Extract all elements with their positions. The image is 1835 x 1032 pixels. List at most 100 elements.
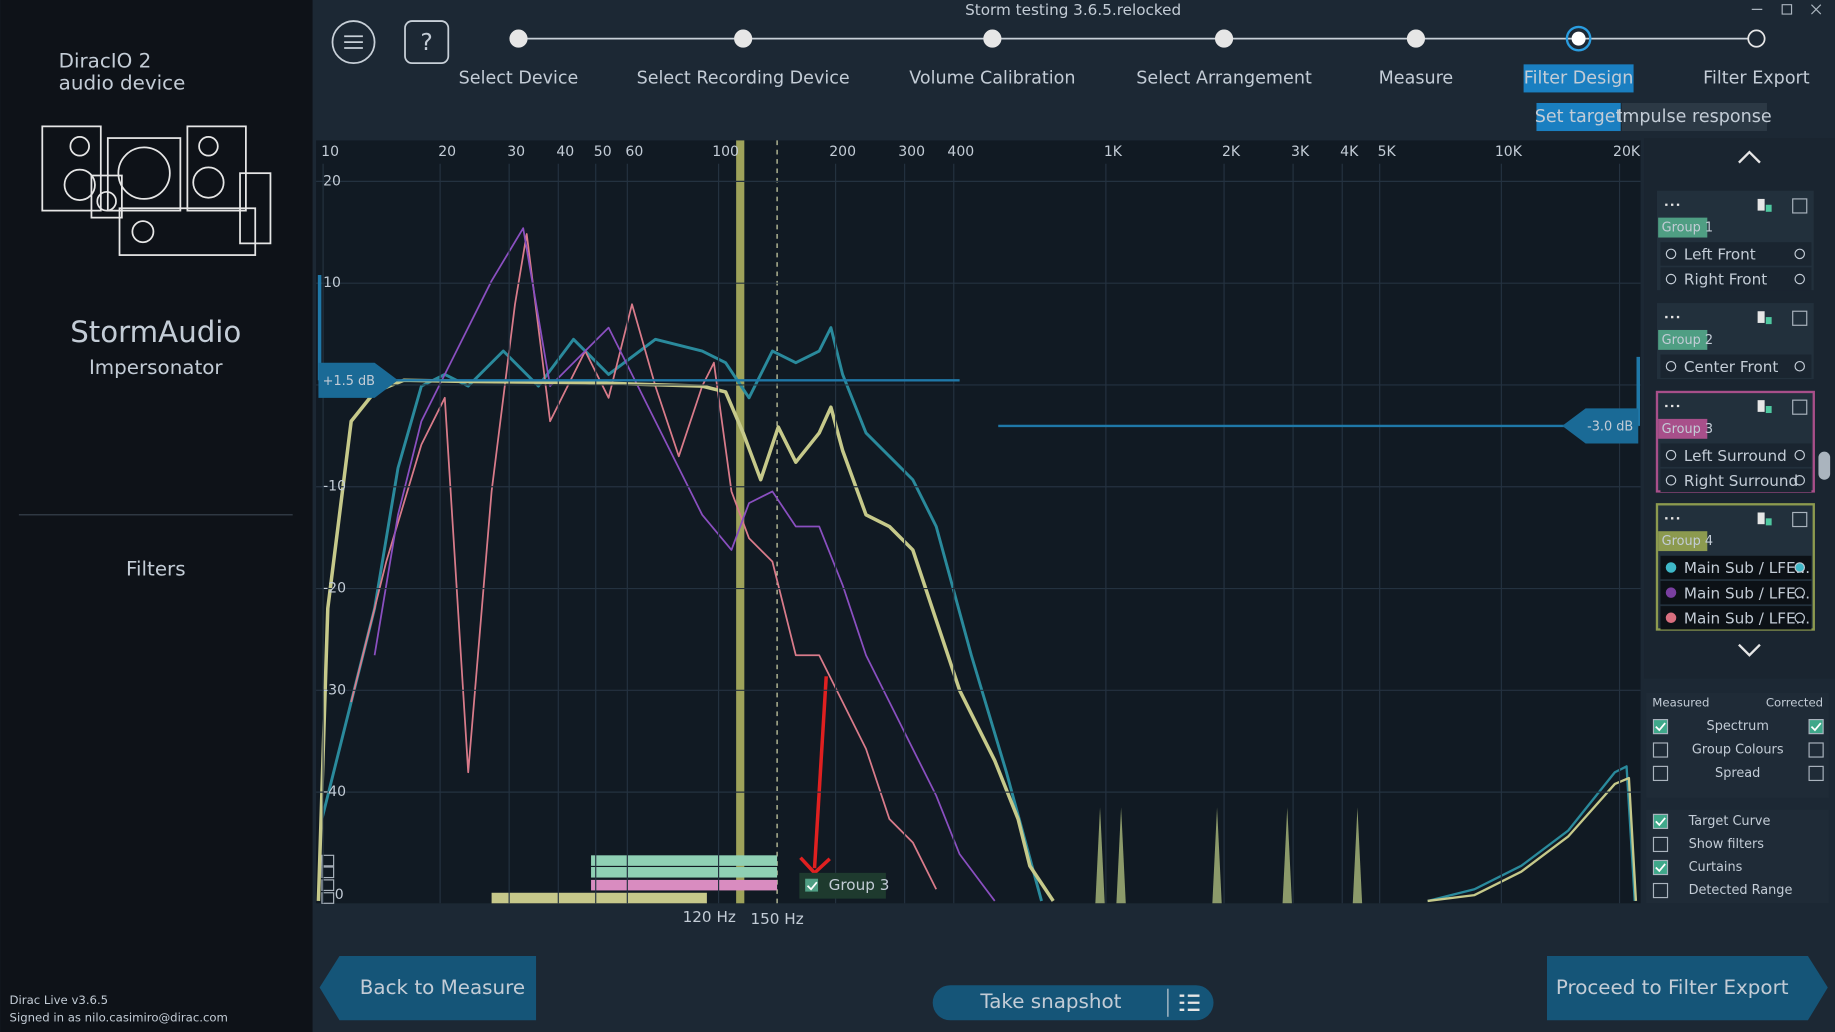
x-tick-label: 10K <box>1495 144 1523 160</box>
group-badge <box>1658 217 1708 238</box>
measured-curve <box>1427 765 1636 903</box>
back-button[interactable] <box>319 955 537 1021</box>
curtain-bar <box>491 892 707 904</box>
x-tick-label: 40 <box>556 144 574 160</box>
channel-select[interactable] <box>1794 612 1805 624</box>
curtain-band[interactable] <box>736 140 745 904</box>
scroll-down[interactable] <box>1738 643 1761 657</box>
channel-row[interactable] <box>1660 468 1812 493</box>
checkbox[interactable] <box>1808 765 1824 782</box>
channel-select[interactable] <box>1794 248 1805 260</box>
x-tick-label: 3K <box>1291 144 1310 160</box>
channel-row[interactable] <box>1660 580 1812 605</box>
measured-curve <box>373 227 996 902</box>
speaker <box>41 125 102 212</box>
checkbox[interactable] <box>1808 742 1824 758</box>
receiver <box>118 207 257 256</box>
menu-button[interactable] <box>331 20 376 65</box>
peak <box>1095 807 1105 904</box>
window-controls[interactable] <box>1751 4 1822 15</box>
row-checkbox[interactable] <box>321 866 335 879</box>
snapshot-button[interactable] <box>932 985 1214 1021</box>
group-checkbox[interactable] <box>805 878 819 892</box>
x-tick-label: 300 <box>898 144 925 160</box>
channel-select[interactable] <box>1794 273 1805 285</box>
snapshot-list-icon[interactable] <box>1179 994 1200 1011</box>
channel-name: Main Sub / LFE... <box>1684 559 1810 577</box>
knob <box>131 220 155 244</box>
curtain-bar <box>591 867 778 878</box>
checkbox[interactable] <box>1652 813 1669 829</box>
channel-row[interactable] <box>1660 267 1812 291</box>
channel-select[interactable] <box>1794 562 1805 573</box>
group-settings[interactable] <box>1792 310 1808 326</box>
step-dot[interactable] <box>1747 29 1766 48</box>
proceed-button[interactable] <box>1546 955 1828 1021</box>
step-dot[interactable] <box>509 29 528 48</box>
step-dot[interactable] <box>1214 29 1234 48</box>
step-dot[interactable] <box>1406 29 1426 48</box>
step-label: Select Arrangement <box>1136 68 1312 88</box>
group-settings[interactable] <box>1792 198 1808 214</box>
step-label: Select Device <box>459 68 579 88</box>
step-dot[interactable] <box>983 29 1002 48</box>
step-dot <box>1565 25 1592 52</box>
x-tick-label: 30 <box>507 144 525 160</box>
channel-row[interactable] <box>1660 606 1812 630</box>
group-badge <box>1658 418 1708 439</box>
channel-select[interactable] <box>1794 360 1805 372</box>
group-name: Group 2 <box>1662 333 1713 348</box>
y-tick-label: -20 <box>323 581 346 597</box>
subtab[interactable] <box>1536 102 1621 132</box>
channel-row[interactable] <box>1660 354 1812 378</box>
checkbox[interactable] <box>1652 719 1669 735</box>
checkbox[interactable] <box>1652 836 1669 853</box>
checkbox[interactable] <box>1652 882 1669 899</box>
group-badge <box>1658 329 1708 350</box>
channel-row[interactable] <box>1660 443 1812 467</box>
channel-row[interactable] <box>1660 555 1812 580</box>
step-dot[interactable] <box>1571 31 1586 46</box>
target-label: +1.5 dB <box>323 374 375 389</box>
channel-select[interactable] <box>1794 475 1805 486</box>
speaker-cone <box>192 166 225 199</box>
channel-name: Left Surround <box>1684 447 1787 465</box>
group-settings[interactable] <box>1792 511 1808 528</box>
sidebar <box>0 0 313 1032</box>
row-checkbox[interactable] <box>321 879 335 892</box>
channel-select[interactable] <box>1794 587 1805 598</box>
scroll-up[interactable] <box>1738 150 1761 164</box>
group-icon[interactable] <box>1757 400 1765 412</box>
display-options <box>1646 692 1829 798</box>
x-tick-label: 2K <box>1222 144 1241 160</box>
speaker-cone <box>63 168 96 201</box>
row-checkbox[interactable] <box>321 854 335 867</box>
checkbox[interactable] <box>1808 719 1824 735</box>
channel-name: Left Front <box>1684 246 1756 264</box>
speaker <box>186 125 247 212</box>
step-label: Measure <box>1379 68 1454 88</box>
group-icon[interactable] <box>1757 198 1765 211</box>
subtab[interactable] <box>1621 102 1767 132</box>
version: Dirac Live v3.6.5 <box>10 993 109 1007</box>
peak <box>1116 807 1126 904</box>
toggle-label: Curtains <box>1689 860 1743 875</box>
channel-select[interactable] <box>1794 449 1805 461</box>
channel-dot <box>1665 612 1677 624</box>
step-dot[interactable] <box>734 29 753 48</box>
group-icon[interactable] <box>1757 311 1765 323</box>
step-label: Filter Design <box>1524 68 1634 88</box>
help-button[interactable] <box>404 20 450 65</box>
check <box>1655 722 1666 732</box>
target-handle[interactable] <box>318 362 398 398</box>
channel-row[interactable] <box>1660 242 1812 266</box>
checkbox[interactable] <box>1652 859 1669 876</box>
group-icon[interactable] <box>1757 512 1765 525</box>
checkbox[interactable] <box>1652 742 1669 758</box>
group-settings[interactable] <box>1792 399 1808 415</box>
checkbox[interactable] <box>1652 765 1669 782</box>
column-header: Corrected <box>1766 696 1823 710</box>
scrollbar[interactable] <box>1818 451 1831 480</box>
target-handle[interactable] <box>1562 408 1639 444</box>
row-checkbox[interactable] <box>321 892 335 904</box>
